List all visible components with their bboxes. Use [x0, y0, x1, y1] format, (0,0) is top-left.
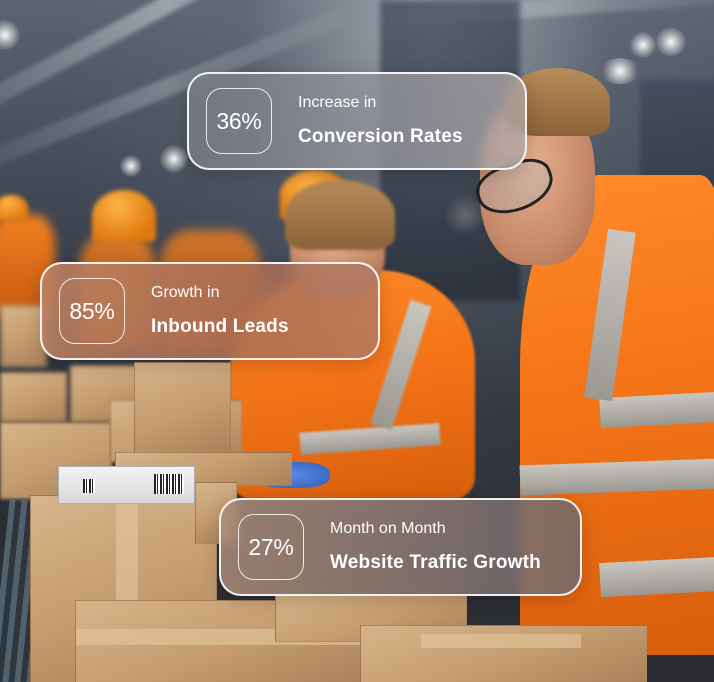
hardhat	[0, 195, 28, 221]
shipping-label-package	[58, 466, 195, 504]
ceiling-light	[120, 155, 142, 177]
ceiling-light	[600, 58, 640, 84]
stat-text: Growth in Inbound Leads	[151, 284, 289, 338]
reflective-strip	[599, 556, 714, 598]
stat-caption: Month on Month	[330, 520, 446, 537]
stat-caption: Growth in	[151, 284, 220, 301]
reflective-strip	[599, 391, 714, 429]
barcode	[154, 474, 184, 494]
cardboard-box	[0, 305, 47, 367]
stat-value-badge: 27%	[238, 514, 304, 580]
cardboard-box	[70, 365, 142, 422]
stat-value-badge: 36%	[206, 88, 272, 154]
stat-text: Increase in Conversion Rates	[298, 94, 463, 148]
cardboard-box	[0, 372, 67, 422]
stat-title: Conversion Rates	[298, 126, 463, 147]
cardboard-box	[360, 625, 647, 682]
worker-hair	[285, 180, 395, 250]
ceiling-light	[630, 32, 656, 58]
stat-title: Inbound Leads	[151, 316, 289, 337]
stat-card-conversion-rates: 36% Increase in Conversion Rates	[187, 72, 527, 170]
stat-title: Website Traffic Growth	[330, 552, 541, 573]
ceiling-light	[160, 145, 188, 173]
ceiling-light	[655, 28, 687, 56]
hardhat	[92, 190, 156, 242]
stat-value-badge: 85%	[59, 278, 125, 344]
stat-text: Month on Month Website Traffic Growth	[330, 520, 541, 574]
barcode	[83, 479, 95, 493]
ceiling-light	[0, 20, 20, 50]
stat-card-website-traffic: 27% Month on Month Website Traffic Growt…	[219, 498, 582, 596]
stat-card-inbound-leads: 85% Growth in Inbound Leads	[40, 262, 380, 360]
stat-caption: Increase in	[298, 94, 377, 111]
cardboard-box	[134, 362, 231, 454]
